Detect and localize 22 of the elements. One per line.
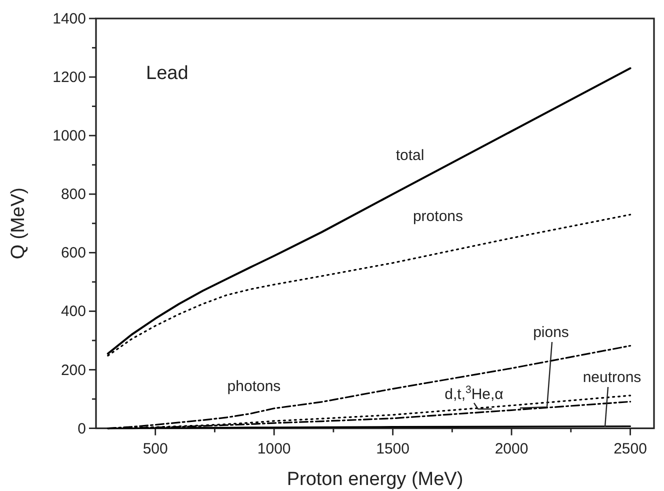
series-label: total (396, 147, 424, 164)
y-tick-label: 1200 (52, 69, 86, 86)
x-tick-label: 1000 (257, 440, 291, 458)
y-tick-label: 1400 (52, 10, 86, 28)
series-label: d,t,$^{3}$He,α (444, 384, 504, 403)
y-tick-label: 600 (60, 244, 86, 262)
x-tick-label: 2500 (614, 440, 647, 458)
y-tick-label: 200 (60, 362, 86, 379)
y-axis-title: Q (MeV) (8, 188, 29, 260)
y-tick-label: 800 (60, 186, 86, 204)
series-label: protons (412, 208, 464, 225)
x-axis-title: Proton energy (MeV) (286, 469, 464, 490)
text: pions (533, 324, 569, 341)
y-tick-label: 1000 (52, 128, 86, 145)
y-tick-label: 400 (60, 303, 86, 320)
x-tick-label: 2000 (494, 440, 528, 458)
series-label: photons (227, 378, 281, 395)
x-tick-label: 500 (142, 440, 168, 458)
annotation: Lead (146, 63, 188, 84)
x-tick-label: 1500 (376, 440, 410, 458)
text: neutrons (582, 369, 642, 386)
y-tick-label: 0 (78, 420, 86, 438)
